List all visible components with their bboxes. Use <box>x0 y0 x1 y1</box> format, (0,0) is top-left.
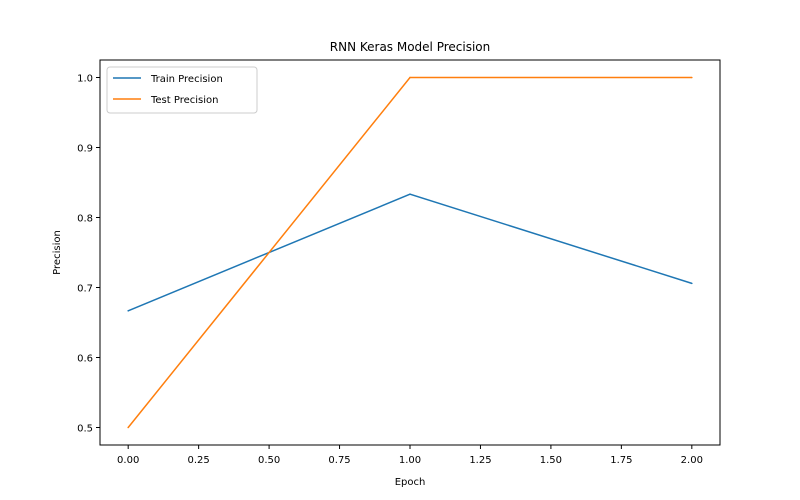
data-point <box>691 282 693 285</box>
data-point <box>409 76 411 79</box>
x-tick-label: 1.50 <box>540 455 562 466</box>
x-tick-label: 0.00 <box>117 455 139 466</box>
legend-label: Train Precision <box>150 74 223 85</box>
y-axis-label: Precision <box>52 230 63 275</box>
x-tick-label: 1.25 <box>469 455 491 466</box>
y-tick-label: 1.0 <box>77 74 93 85</box>
y-tick-label: 0.8 <box>77 214 93 225</box>
data-point <box>127 310 129 312</box>
data-point <box>409 193 411 195</box>
series-lines <box>127 76 693 429</box>
data-point <box>691 76 693 79</box>
x-tick-label: 2.00 <box>681 455 703 466</box>
data-point <box>127 426 129 429</box>
y-tick-label: 0.5 <box>77 424 93 435</box>
x-tick-label: 0.50 <box>258 455 280 466</box>
plot-frame <box>99 59 721 446</box>
legend-box <box>106 66 258 114</box>
x-tick-label: 0.75 <box>328 455 350 466</box>
legend: Train Precision Test Precision <box>106 66 258 114</box>
x-axis: 0.00 0.25 0.50 0.75 1.00 1.25 1.50 1.75 2.00 <box>117 445 703 466</box>
chart-title: RNN Keras Model Precision <box>330 40 491 54</box>
series-line-train-precision <box>127 193 693 312</box>
x-tick-label: 1.00 <box>399 455 421 466</box>
x-tick-label: 1.75 <box>610 455 632 466</box>
plot-area <box>99 59 721 446</box>
legend-label: Test Precision <box>150 95 219 106</box>
y-tick-label: 0.9 <box>77 144 93 155</box>
series-line-test-precision <box>127 76 692 428</box>
x-tick-label: 0.25 <box>188 455 210 466</box>
y-tick-label: 0.6 <box>77 354 93 365</box>
y-tick-label: 0.7 <box>77 284 93 295</box>
y-axis: 0.5 0.6 0.7 0.8 0.9 1.0 <box>77 74 100 435</box>
x-axis-label: Epoch <box>395 477 426 488</box>
